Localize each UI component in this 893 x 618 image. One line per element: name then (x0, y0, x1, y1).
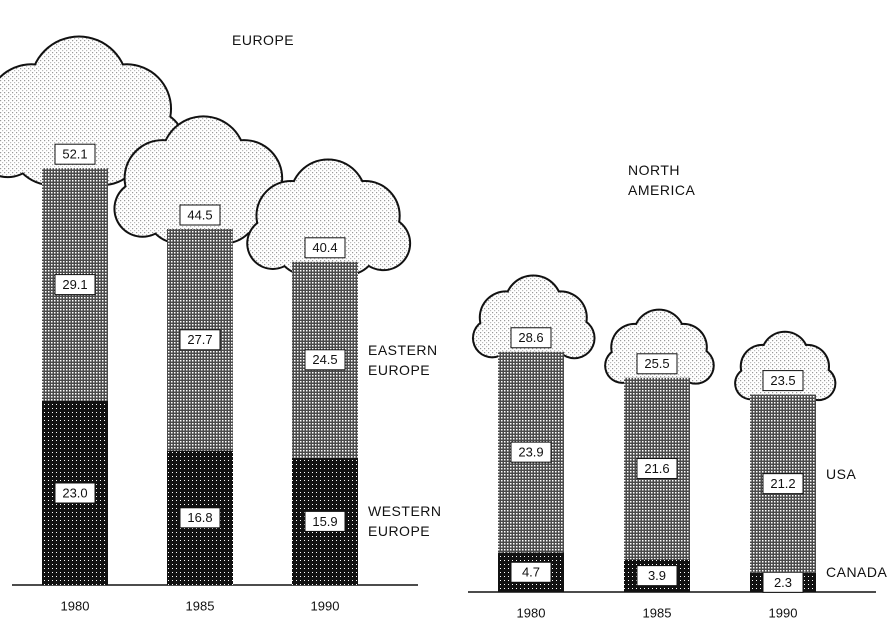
value-label: 23.0 (62, 485, 87, 500)
value-label: 25.5 (644, 356, 669, 371)
value-label: 27.7 (187, 332, 212, 347)
value-label: 3.9 (648, 568, 666, 583)
x-tick-label: 1980 (517, 605, 546, 618)
value-label: 4.7 (522, 565, 540, 580)
x-tick-label: 1980 (61, 598, 90, 613)
cloud (734, 331, 836, 404)
series-label: EASTERN EUROPE (368, 340, 448, 380)
value-label: 44.5 (187, 207, 212, 222)
page: 23.0 29.1 52.1 1980 16.8 27.7 44.5 1985 15.9 24.5… (0, 0, 893, 618)
x-tick-label: 1985 (643, 605, 672, 618)
value-label: 16.8 (187, 510, 212, 525)
cloud (472, 274, 596, 362)
cloud (604, 309, 715, 388)
value-label: 23.9 (518, 445, 543, 460)
value-label: 24.5 (312, 352, 337, 367)
value-label: 29.1 (62, 277, 87, 292)
series-label: USA (826, 464, 893, 484)
value-label: 21.2 (770, 476, 795, 491)
value-label: 28.6 (518, 330, 543, 345)
x-tick-label: 1990 (769, 605, 798, 618)
value-label: 15.9 (312, 514, 337, 529)
chart-title: NORTH AMERICA (628, 160, 728, 200)
value-label: 2.3 (774, 575, 792, 590)
x-tick-label: 1990 (311, 598, 340, 613)
value-label: 23.5 (770, 373, 795, 388)
value-label: 52.1 (62, 147, 87, 162)
value-label: 40.4 (312, 240, 337, 255)
series-label: CANADA (826, 562, 893, 582)
series-label: WESTERN EUROPE (368, 501, 448, 541)
chart-title: EUROPE (232, 30, 332, 50)
x-tick-label: 1985 (186, 598, 215, 613)
value-label: 21.6 (644, 461, 669, 476)
